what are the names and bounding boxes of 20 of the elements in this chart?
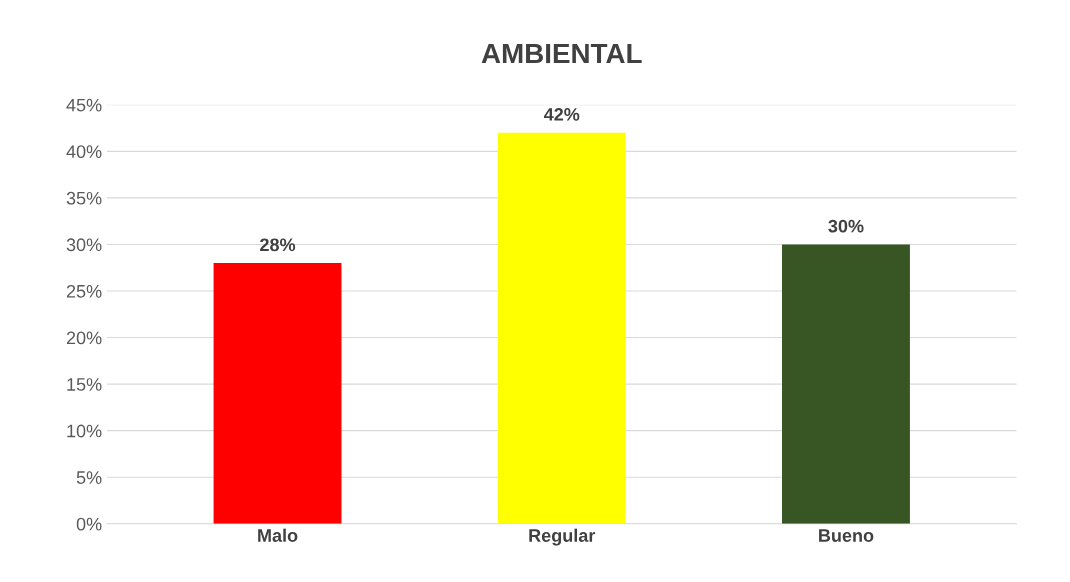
bar: [213, 263, 342, 524]
data-label: 30%: [828, 219, 864, 233]
chart-title: AMBIENTAL: [481, 43, 642, 64]
y-tick-label: 0%: [76, 517, 102, 531]
x-tick-label: Regular: [529, 528, 596, 546]
y-tick-label: 20%: [66, 331, 102, 345]
y-tick-label: 10%: [67, 424, 102, 438]
bar: [782, 244, 910, 524]
y-tick-label: 5%: [76, 471, 102, 484]
y-tick-label: 15%: [67, 378, 102, 391]
y-tick-label: 25%: [66, 284, 102, 298]
x-tick-label: Malo: [258, 528, 298, 542]
y-tick-label: 30%: [66, 238, 102, 252]
data-label: 42%: [543, 108, 580, 121]
x-tick-label: Bueno: [819, 529, 874, 542]
data-label: 28%: [260, 238, 296, 252]
bar: [497, 132, 626, 524]
y-tick-label: 40%: [66, 145, 102, 159]
y-tick-label: 45%: [66, 98, 102, 112]
y-tick-label: 35%: [66, 191, 102, 205]
